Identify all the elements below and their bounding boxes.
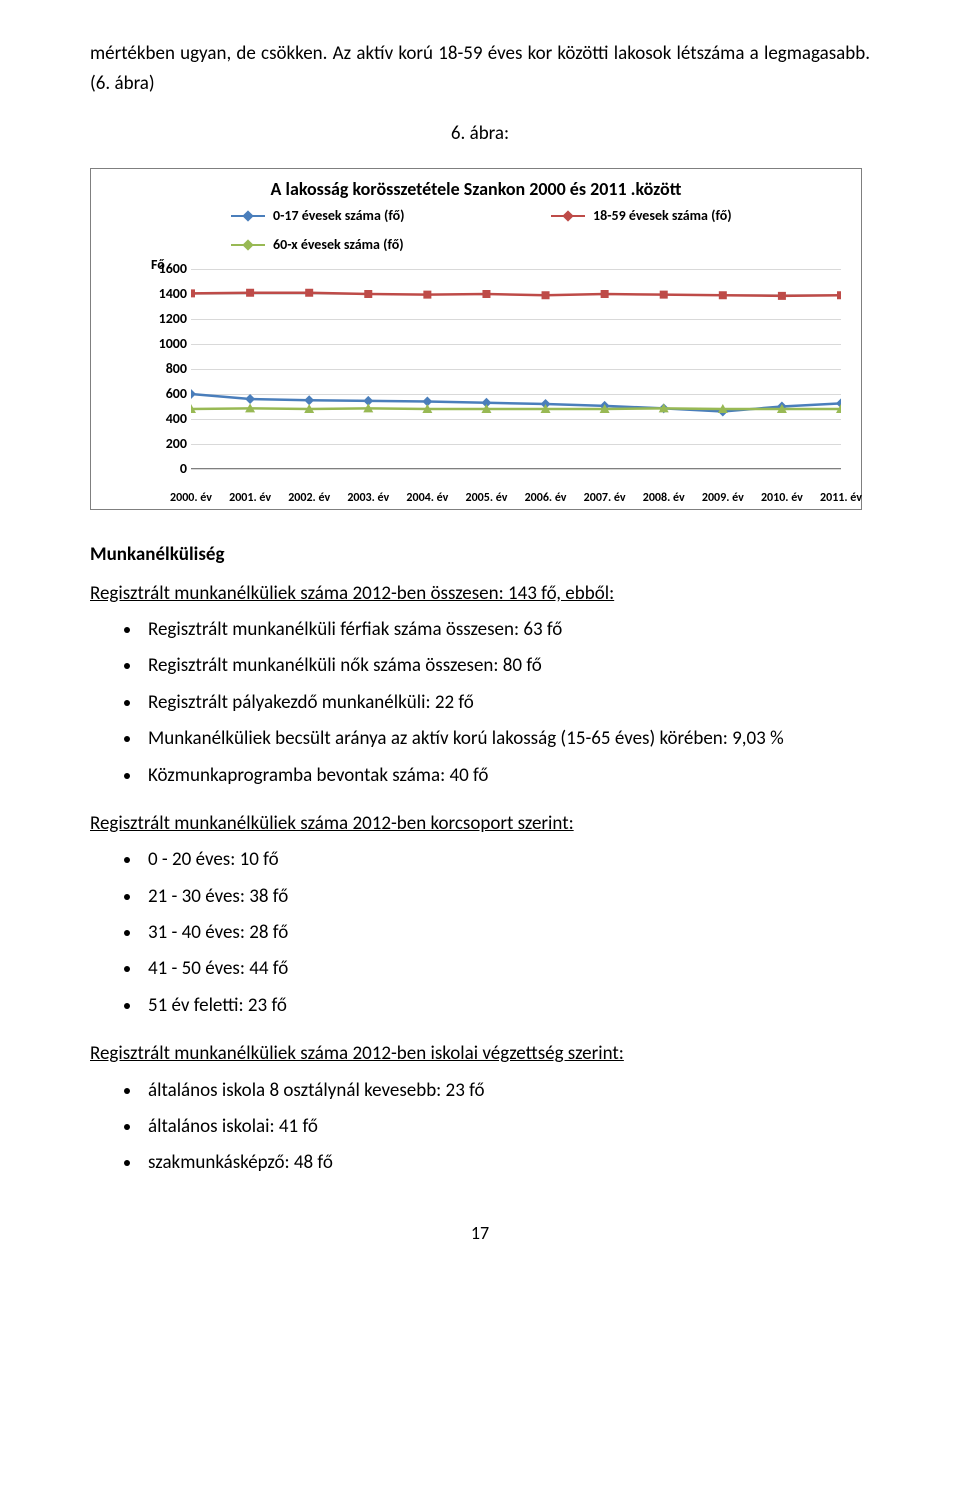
chart-title: A lakosság korösszetétele Szankon 2000 é… xyxy=(91,175,861,204)
page: mértékben ugyan, de csökken. Az aktív ko… xyxy=(0,0,960,1288)
list-item: 51 év feletti: 23 fő xyxy=(142,991,870,1021)
y-tick-label: 400 xyxy=(166,408,187,430)
chart-container: A lakosság korösszetétele Szankon 2000 é… xyxy=(90,168,862,510)
list-item: 21 - 30 éves: 38 fő xyxy=(142,882,870,912)
list-item: Közmunkaprogramba bevontak száma: 40 fő xyxy=(142,761,870,791)
unemployment-heading: Munkanélküliség xyxy=(90,540,870,570)
y-tick-label: 800 xyxy=(166,358,187,380)
list-item: általános iskolai: 41 fő xyxy=(142,1112,870,1142)
x-tick-label: 2005. év xyxy=(466,489,508,508)
by-age-heading: Regisztrált munkanélküliek száma 2012-be… xyxy=(90,809,870,839)
legend-item: 18-59 évesek száma (fő) xyxy=(551,205,811,227)
x-tick-label: 2002. év xyxy=(288,489,330,508)
y-tick-label: 600 xyxy=(166,383,187,405)
list-item: Munkanélküliek becsült aránya az aktív k… xyxy=(142,724,870,754)
page-number: 17 xyxy=(90,1219,870,1248)
x-tick-label: 2010. év xyxy=(761,489,803,508)
list-item: szakmunkásképző: 48 fő xyxy=(142,1148,870,1178)
x-tick-label: 2006. év xyxy=(525,489,567,508)
legend-item: 60-x évesek száma (fő) xyxy=(231,234,491,256)
grid-line xyxy=(191,469,841,470)
list-item: általános iskola 8 osztálynál kevesebb: … xyxy=(142,1076,870,1106)
list-item: Regisztrált munkanélküli nők száma össze… xyxy=(142,651,870,681)
legend-label: 60-x évesek száma (fő) xyxy=(273,234,404,256)
y-tick-labels: 02004006008001000120014001600 xyxy=(147,269,187,469)
x-tick-label: 2004. év xyxy=(406,489,448,508)
legend-item: 0-17 évesek száma (fő) xyxy=(231,205,491,227)
legend-label: 0-17 évesek száma (fő) xyxy=(273,205,405,227)
legend-swatch xyxy=(231,215,265,217)
x-tick-label: 2011. év xyxy=(820,489,862,508)
x-tick-label: 2003. év xyxy=(347,489,389,508)
y-tick-label: 1200 xyxy=(159,308,187,330)
chart-legend: 0-17 évesek száma (fő) 18-59 évesek száma… xyxy=(231,205,831,256)
y-tick-label: 0 xyxy=(180,458,187,480)
list-item: Regisztrált munkanélküli férfiak száma ö… xyxy=(142,615,870,645)
x-tick-label: 2007. év xyxy=(584,489,626,508)
legend-swatch xyxy=(231,244,265,246)
x-tick-label: 2001. év xyxy=(229,489,271,508)
y-tick-label: 1600 xyxy=(159,258,187,280)
plot-area: 02004006008001000120014001600 2000. év20… xyxy=(191,269,841,469)
figure-label: 6. ábra: xyxy=(90,119,870,149)
y-tick-label: 1400 xyxy=(159,283,187,305)
legend-swatch xyxy=(551,215,585,217)
unemployment-list: Regisztrált munkanélküli férfiak száma ö… xyxy=(90,615,870,791)
list-item: 31 - 40 éves: 28 fő xyxy=(142,918,870,948)
by-education-list: általános iskola 8 osztálynál kevesebb: … xyxy=(90,1076,870,1179)
x-tick-label: 2009. év xyxy=(702,489,744,508)
series-svg xyxy=(191,269,841,469)
y-tick-label: 200 xyxy=(166,433,187,455)
x-tick-label: 2008. év xyxy=(643,489,685,508)
intro-paragraph: mértékben ugyan, de csökken. Az aktív ko… xyxy=(90,39,870,100)
list-item: 0 - 20 éves: 10 fő xyxy=(142,845,870,875)
by-age-list: 0 - 20 éves: 10 fő 21 - 30 éves: 38 fő 31 … xyxy=(90,845,870,1021)
legend-label: 18-59 évesek száma (fő) xyxy=(593,205,732,227)
x-tick-label: 2000. év xyxy=(170,489,212,508)
by-education-heading: Regisztrált munkanélküliek száma 2012-be… xyxy=(90,1039,870,1069)
y-tick-label: 1000 xyxy=(159,333,187,355)
unemployment-intro: Regisztrált munkanélküliek száma 2012-be… xyxy=(90,579,870,609)
list-item: Regisztrált pályakezdő munkanélküli: 22 … xyxy=(142,688,870,718)
list-item: 41 - 50 éves: 44 fő xyxy=(142,954,870,984)
